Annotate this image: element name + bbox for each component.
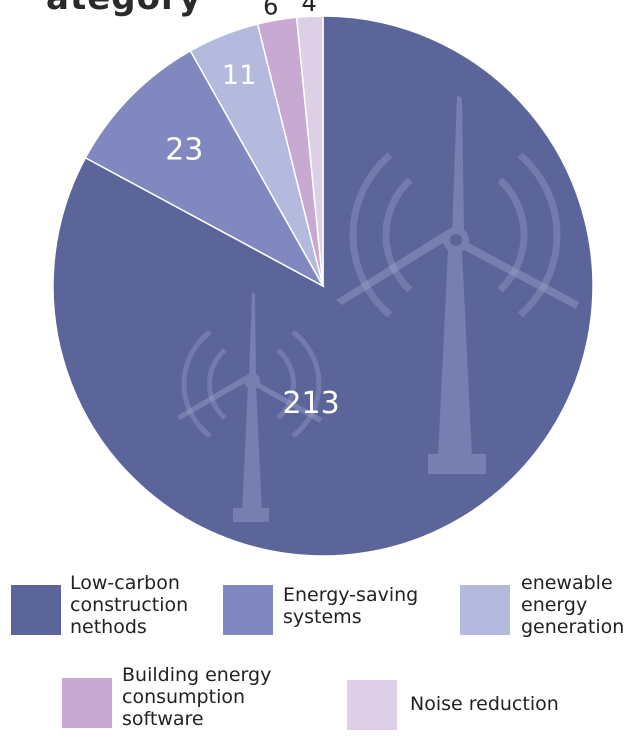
legend-swatch-noise <box>347 680 397 730</box>
legend-item-low-carbon <box>11 585 61 635</box>
wind-turbine-large-body <box>336 95 579 474</box>
legend-label-energy-saving: Energy-saving systems <box>283 584 419 628</box>
legend-swatch-energy-saving <box>223 585 273 635</box>
slice-value-label: 6 <box>263 0 278 21</box>
slice-value-label: 4 <box>302 0 317 17</box>
slice-value-label: 23 <box>165 132 203 167</box>
pie-slice <box>84 49 325 288</box>
wind-turbine-small-icon <box>181 330 322 438</box>
slice-value-label: 213 <box>282 386 339 421</box>
legend-swatch-low-carbon <box>11 585 61 635</box>
pie-chart: 213 23 11 6 4 <box>52 0 594 557</box>
wind-turbine-small-body <box>177 292 322 522</box>
chart-title-fragment: ategory <box>46 0 202 18</box>
legend-label-renewable: enewable energy generation <box>521 572 625 638</box>
slice-labels: 213 23 11 6 4 <box>165 0 340 421</box>
legend-swatch-building-energy <box>62 678 112 728</box>
legend-item-noise <box>347 680 397 730</box>
legend-item-building-energy <box>62 678 112 728</box>
legend-label-building-energy: Building energy consumption software <box>122 664 272 730</box>
legend-label-noise: Noise reduction <box>410 693 559 715</box>
legend-label-low-carbon: Low-carbon construction nethods <box>70 572 189 638</box>
slice-value-label: 11 <box>222 60 256 91</box>
legend-item-energy-saving <box>223 585 273 635</box>
wind-turbine-large-icon <box>349 152 561 318</box>
legend-item-renewable <box>460 585 510 635</box>
legend-swatch-renewable <box>460 585 510 635</box>
pie-slice <box>295 15 324 287</box>
pie-slices <box>52 15 594 557</box>
